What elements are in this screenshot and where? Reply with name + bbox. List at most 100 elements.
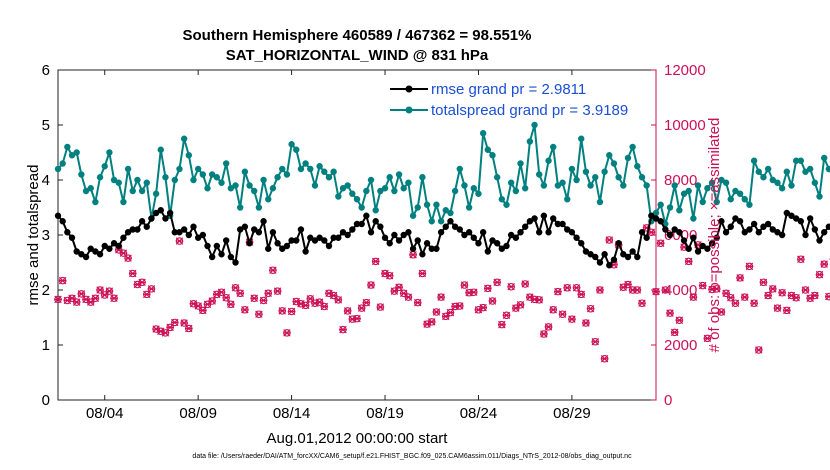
totalspread-point bbox=[736, 190, 744, 197]
totalspread-point bbox=[666, 204, 674, 211]
rmse-point bbox=[358, 220, 365, 228]
rmse-point bbox=[536, 229, 543, 236]
totalspread-point bbox=[204, 185, 211, 192]
totalspread-point bbox=[92, 198, 99, 206]
totalspread-point bbox=[68, 152, 76, 159]
totalspread-point bbox=[162, 174, 169, 181]
x-tick-label: 08/29 bbox=[553, 405, 591, 422]
totalspread-point bbox=[676, 207, 683, 214]
obs-assimilated-point bbox=[404, 293, 413, 301]
x-tick-label: 08/14 bbox=[273, 405, 311, 422]
totalspread-point bbox=[755, 168, 762, 175]
totalspread-point bbox=[419, 174, 426, 181]
totalspread-point bbox=[498, 196, 506, 203]
rmse-point bbox=[680, 237, 688, 244]
totalspread-point bbox=[615, 174, 622, 181]
rmse-point bbox=[484, 248, 492, 255]
totalspread-point bbox=[484, 146, 492, 153]
rmse-point bbox=[727, 223, 734, 230]
rmse-point bbox=[550, 215, 557, 222]
rmse-point bbox=[124, 229, 132, 236]
obs-assimilated-point bbox=[124, 254, 132, 262]
rmse-point bbox=[624, 253, 632, 261]
totalspread-point bbox=[816, 193, 823, 200]
y-axis-right-label: # of obs: o=possible; ×=assimilated bbox=[706, 118, 723, 353]
rmse-point bbox=[241, 223, 249, 230]
obs-assimilated-point bbox=[726, 293, 735, 302]
obs-assimilated-point bbox=[409, 251, 417, 259]
totalspread-point bbox=[222, 160, 230, 167]
totalspread-point bbox=[610, 160, 618, 167]
totalspread-point bbox=[349, 190, 356, 197]
obs-assimilated-point bbox=[582, 319, 590, 327]
rmse-point bbox=[279, 245, 286, 252]
rmse-point bbox=[648, 212, 655, 219]
rmse-point bbox=[722, 229, 730, 236]
obs-assimilated-point bbox=[255, 310, 263, 318]
obs-assimilated-point bbox=[792, 293, 800, 302]
rmse-point bbox=[465, 229, 473, 236]
obs-assimilated-point bbox=[712, 285, 721, 293]
rmse-point bbox=[540, 212, 548, 219]
obs-assimilated-point bbox=[455, 302, 464, 310]
obs-assimilated-point bbox=[745, 262, 754, 271]
totalspread-point bbox=[433, 201, 440, 208]
rmse-point bbox=[330, 234, 337, 241]
totalspread-point bbox=[54, 165, 62, 173]
obs-assimilated-point bbox=[259, 296, 268, 305]
obs-assimilated-point bbox=[413, 298, 422, 307]
obs-assimilated-point bbox=[591, 337, 600, 346]
rmse-point bbox=[764, 220, 772, 228]
rmse-point bbox=[335, 234, 342, 241]
obs-assimilated-point bbox=[339, 325, 347, 334]
obs-assimilated-point bbox=[418, 269, 427, 278]
totalspread-point bbox=[129, 187, 136, 195]
totalspread-point bbox=[704, 185, 711, 192]
rmse-point bbox=[512, 234, 520, 241]
totalspread-point bbox=[699, 198, 706, 206]
rmse-point bbox=[643, 234, 650, 241]
totalspread-point bbox=[601, 168, 608, 175]
obs-assimilated-point bbox=[684, 257, 693, 266]
totalspread-point bbox=[587, 182, 594, 189]
rmse-point bbox=[134, 226, 141, 233]
obs-assimilated-point bbox=[502, 311, 511, 320]
totalspread-point bbox=[592, 174, 599, 181]
obs-assimilated-point bbox=[666, 309, 674, 317]
obs-assimilated-point bbox=[264, 289, 273, 298]
y-left-tick-label: 0 bbox=[42, 392, 50, 409]
totalspread-point bbox=[134, 176, 141, 184]
rmse-point bbox=[311, 237, 319, 244]
totalspread-point bbox=[690, 215, 697, 222]
rmse-point bbox=[437, 229, 445, 236]
rmse-point bbox=[339, 229, 347, 236]
legend-rmse-label: rmse grand pr = 2.9811 bbox=[431, 81, 586, 98]
rmse-point bbox=[629, 248, 636, 255]
rmse-point bbox=[732, 215, 739, 222]
legend: rmse grand pr = 2.9811 totalspread grand… bbox=[390, 81, 628, 119]
totalspread-point bbox=[606, 152, 613, 159]
rmse-point bbox=[507, 231, 515, 239]
totalspread-point bbox=[311, 182, 319, 189]
rmse-point bbox=[222, 237, 230, 244]
rmse-point bbox=[143, 223, 150, 230]
obs-assimilated-point bbox=[554, 287, 562, 296]
rmse-point bbox=[820, 229, 828, 236]
legend-rmse-marker bbox=[405, 85, 413, 93]
totalspread-point bbox=[634, 163, 641, 170]
obs-assimilated-point bbox=[301, 301, 310, 310]
rmse-point bbox=[470, 234, 477, 241]
obs-assimilated-point bbox=[493, 278, 501, 287]
obs-assimilated-point bbox=[638, 299, 646, 307]
rmse-point bbox=[208, 253, 216, 261]
rmse-point bbox=[162, 215, 169, 222]
rmse-point bbox=[297, 226, 305, 233]
chart-subtitle: SAT_HORIZONTAL_WIND @ 831 hPa bbox=[226, 47, 489, 64]
rmse-point bbox=[87, 245, 94, 252]
obs-assimilated-point bbox=[797, 255, 805, 263]
totalspread-point bbox=[110, 176, 118, 184]
totalspread-point bbox=[339, 185, 347, 192]
totalspread-point bbox=[241, 168, 249, 175]
legend-totalspread-label: totalspread grand pr = 3.9189 bbox=[431, 102, 628, 119]
